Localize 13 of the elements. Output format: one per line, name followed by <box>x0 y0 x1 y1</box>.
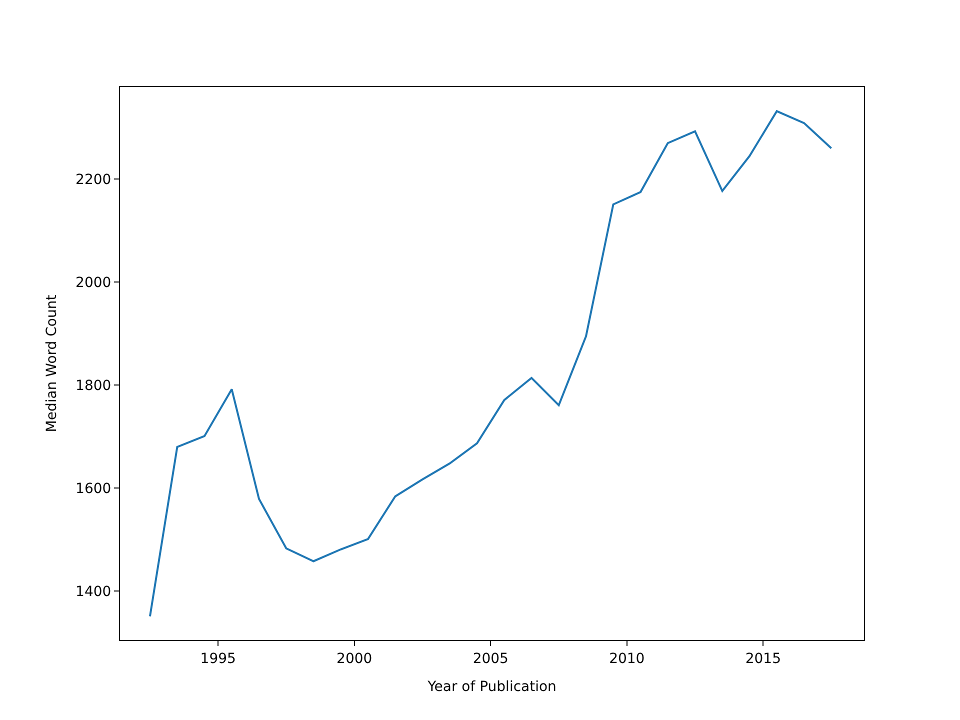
x-tick-label: 2015 <box>745 650 781 667</box>
y-tick-label: 1600 <box>76 481 112 498</box>
y-tick-label: 2200 <box>76 172 112 188</box>
y-tick-label: 1400 <box>76 584 112 600</box>
y-tick-label: 2000 <box>76 275 112 292</box>
y-axis-title: Median Word Count <box>44 294 60 432</box>
x-axis-title: Year of Publication <box>426 679 556 696</box>
x-tick-label: 2005 <box>472 650 508 667</box>
x-tick-label: 2010 <box>609 650 645 667</box>
line-series <box>148 110 832 618</box>
y-tick-label: 1800 <box>76 378 112 394</box>
x-tick-label: 2000 <box>336 650 372 667</box>
x-tick-label: 1995 <box>200 650 236 667</box>
